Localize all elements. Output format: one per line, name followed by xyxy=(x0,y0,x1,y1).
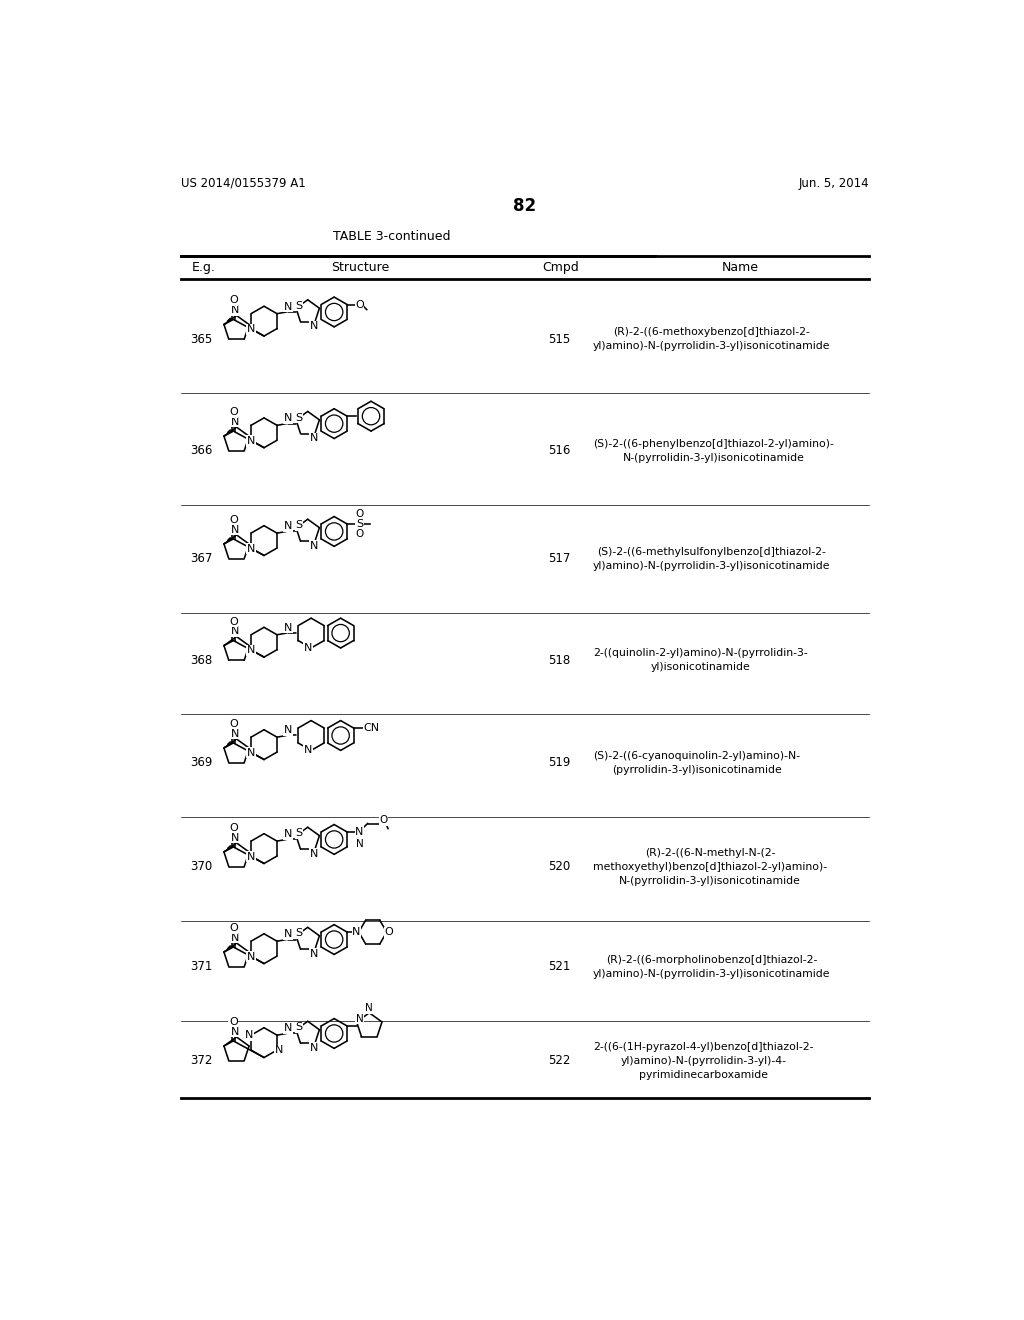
Text: 518: 518 xyxy=(548,653,570,667)
Text: N: N xyxy=(247,851,255,862)
Text: N: N xyxy=(310,949,318,960)
Text: N: N xyxy=(230,833,240,842)
Text: S: S xyxy=(356,519,364,529)
Text: 517: 517 xyxy=(548,552,570,565)
Text: N: N xyxy=(274,1045,283,1055)
Text: 367: 367 xyxy=(190,552,212,565)
Text: N: N xyxy=(247,325,255,334)
Text: (R)-2-((6-N-methyl-N-(2-
methoxyethyl)benzo[d]thiazol-2-yl)amino)-
N-(pyrrolidin: (R)-2-((6-N-methyl-N-(2- methoxyethyl)be… xyxy=(593,847,827,886)
Text: 520: 520 xyxy=(548,861,570,874)
Text: N: N xyxy=(352,927,360,937)
Text: N: N xyxy=(284,623,292,632)
Text: N: N xyxy=(310,433,318,444)
Text: O: O xyxy=(229,822,238,833)
Text: N: N xyxy=(310,322,318,331)
Text: N: N xyxy=(356,1014,364,1024)
Text: N: N xyxy=(355,828,364,837)
Text: 515: 515 xyxy=(548,333,570,346)
Text: Structure: Structure xyxy=(332,261,389,275)
Text: 82: 82 xyxy=(513,197,537,215)
Text: 366: 366 xyxy=(190,445,212,458)
Text: (R)-2-((6-methoxybenzo[d]thiazol-2-
yl)amino)-N-(pyrrolidin-3-yl)isonicotinamide: (R)-2-((6-methoxybenzo[d]thiazol-2- yl)a… xyxy=(593,327,830,351)
Text: (R)-2-((6-morpholinobenzo[d]thiazol-2-
yl)amino)-N-(pyrrolidin-3-yl)isonicotinam: (R)-2-((6-morpholinobenzo[d]thiazol-2- y… xyxy=(593,954,830,979)
Text: O: O xyxy=(229,296,238,305)
Text: Jun. 5, 2014: Jun. 5, 2014 xyxy=(799,177,869,190)
Text: (S)-2-((6-cyanoquinolin-2-yl)amino)-N-
(pyrrolidin-3-yl)isonicotinamide: (S)-2-((6-cyanoquinolin-2-yl)amino)-N- (… xyxy=(593,751,800,775)
Text: N: N xyxy=(246,1030,254,1040)
Text: N: N xyxy=(230,417,240,426)
Text: S: S xyxy=(296,928,303,939)
Text: 516: 516 xyxy=(548,445,570,458)
Text: O: O xyxy=(355,508,364,519)
Text: (S)-2-((6-phenylbenzo[d]thiazol-2-yl)amino)-
N-(pyrrolidin-3-yl)isonicotinamide: (S)-2-((6-phenylbenzo[d]thiazol-2-yl)ami… xyxy=(593,440,834,463)
Text: (S)-2-((6-methylsulfonylbenzo[d]thiazol-2-
yl)amino)-N-(pyrrolidin-3-yl)isonicot: (S)-2-((6-methylsulfonylbenzo[d]thiazol-… xyxy=(593,546,830,570)
Text: N: N xyxy=(310,849,318,859)
Text: 372: 372 xyxy=(190,1055,212,1068)
Text: N: N xyxy=(230,729,240,739)
Text: N: N xyxy=(230,524,240,535)
Text: N: N xyxy=(230,305,240,315)
Text: E.g.: E.g. xyxy=(191,261,215,275)
Text: Name: Name xyxy=(722,261,759,275)
Text: 519: 519 xyxy=(548,756,570,770)
Text: O: O xyxy=(385,927,393,937)
Text: N: N xyxy=(230,1027,240,1036)
Text: N: N xyxy=(247,645,255,656)
Text: TABLE 3-continued: TABLE 3-continued xyxy=(333,231,451,243)
Text: N: N xyxy=(304,643,312,653)
Text: S: S xyxy=(296,520,303,531)
Text: N: N xyxy=(284,829,292,840)
Text: O: O xyxy=(229,1016,238,1027)
Text: O: O xyxy=(229,515,238,525)
Text: N: N xyxy=(247,952,255,962)
Text: 370: 370 xyxy=(190,861,212,874)
Text: N: N xyxy=(247,544,255,554)
Text: 522: 522 xyxy=(548,1055,570,1068)
Text: O: O xyxy=(355,529,364,539)
Text: S: S xyxy=(296,301,303,312)
Text: O: O xyxy=(229,923,238,933)
Text: O: O xyxy=(379,816,387,825)
Text: N: N xyxy=(247,436,255,446)
Text: N: N xyxy=(284,413,292,424)
Text: CN: CN xyxy=(364,723,380,733)
Text: O: O xyxy=(229,719,238,729)
Text: S: S xyxy=(296,413,303,422)
Text: S: S xyxy=(296,1023,303,1032)
Text: N: N xyxy=(366,1003,373,1014)
Text: N: N xyxy=(247,748,255,758)
Text: 368: 368 xyxy=(190,653,212,667)
Text: N: N xyxy=(230,626,240,636)
Text: N: N xyxy=(310,541,318,550)
Text: O: O xyxy=(229,616,238,627)
Text: O: O xyxy=(229,407,238,417)
Text: O: O xyxy=(355,300,364,309)
Text: 2-((6-(1H-pyrazol-4-yl)benzo[d]thiazol-2-
yl)amino)-N-(pyrrolidin-3-yl)-4-
pyrim: 2-((6-(1H-pyrazol-4-yl)benzo[d]thiazol-2… xyxy=(593,1041,813,1080)
Text: N: N xyxy=(310,1043,318,1053)
Text: US 2014/0155379 A1: US 2014/0155379 A1 xyxy=(180,177,305,190)
Text: S: S xyxy=(296,829,303,838)
Text: Cmpd: Cmpd xyxy=(542,261,579,275)
Text: N: N xyxy=(284,521,292,531)
Text: 521: 521 xyxy=(548,961,570,973)
Text: 371: 371 xyxy=(190,961,212,973)
Text: N: N xyxy=(284,301,292,312)
Text: N: N xyxy=(284,929,292,939)
Text: N: N xyxy=(230,933,240,942)
Text: N: N xyxy=(355,838,364,849)
Text: 365: 365 xyxy=(190,333,212,346)
Text: 369: 369 xyxy=(190,756,212,770)
Text: N: N xyxy=(304,746,312,755)
Text: N: N xyxy=(284,725,292,735)
Text: 2-((quinolin-2-yl)amino)-N-(pyrrolidin-3-
yl)isonicotinamide: 2-((quinolin-2-yl)amino)-N-(pyrrolidin-3… xyxy=(593,648,808,672)
Text: N: N xyxy=(284,1023,292,1034)
